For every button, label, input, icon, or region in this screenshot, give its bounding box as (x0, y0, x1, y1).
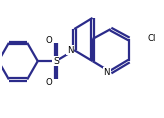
Text: O: O (46, 78, 53, 87)
Text: N: N (67, 46, 74, 55)
Text: N: N (104, 68, 110, 77)
Text: S: S (53, 57, 59, 66)
Text: N: N (67, 46, 74, 55)
Text: S: S (53, 57, 59, 66)
Text: O: O (46, 78, 53, 87)
Text: O: O (46, 36, 53, 44)
Text: Cl: Cl (147, 34, 156, 43)
Text: Br: Br (88, 0, 97, 1)
Text: N: N (104, 68, 110, 77)
Text: Br: Br (88, 0, 97, 1)
Text: O: O (46, 36, 53, 44)
Text: Cl: Cl (147, 34, 156, 43)
